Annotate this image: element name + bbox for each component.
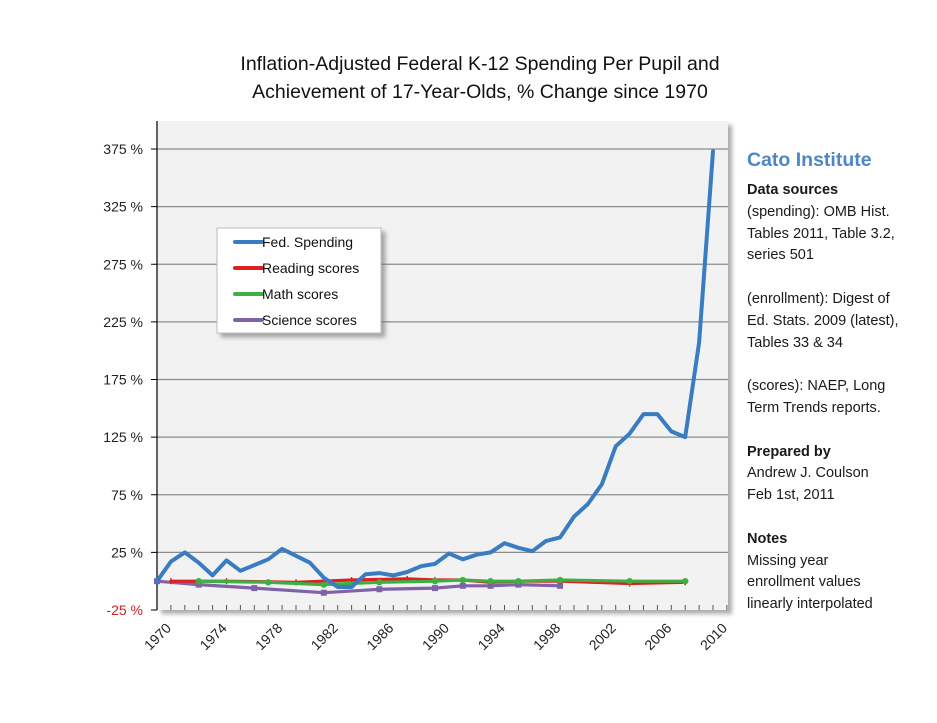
notes-heading: Notes — [747, 530, 788, 547]
x-tick-label: 2010 — [697, 620, 730, 653]
x-axis-ticks: 1970 1974 1978 1982 1986 1990 1994 1998 2002 2006… — [141, 605, 730, 653]
x-tick-label: 1986 — [363, 620, 396, 653]
data-point — [682, 577, 689, 585]
data-point — [487, 582, 494, 589]
legend: Fed. Spending Reading scores Math scores Sc… — [216, 227, 382, 334]
sidebar-notes: Cato Institute Data sources (spending): … — [747, 146, 932, 616]
x-tick-label: 1994 — [474, 620, 507, 653]
y-tick-label: 175 % — [103, 372, 143, 388]
plot-area — [157, 121, 728, 610]
data-point — [557, 582, 564, 589]
chart-title-line-2: Achievement of 17-Year-Olds, % Change si… — [252, 81, 708, 103]
data-point — [432, 585, 438, 592]
source-line: Ed. Stats. 2009 (latest), — [747, 312, 899, 329]
x-tick-label: 1998 — [530, 620, 563, 653]
chart-title-line-1: Inflation-Adjusted Federal K-12 Spending… — [240, 53, 720, 75]
series-line-science-scores — [155, 579, 562, 595]
x-tick-label: 1970 — [141, 620, 174, 653]
data-point — [320, 581, 327, 588]
prepared-date: Feb 1st, 2011 — [747, 487, 835, 504]
x-tick-label: 1990 — [419, 620, 452, 653]
notes-line: linearly interpolated — [747, 596, 873, 613]
data-point — [195, 577, 202, 585]
legend-label: Math scores — [262, 286, 338, 302]
data-point — [515, 581, 522, 588]
series-lines — [154, 149, 715, 596]
data-point — [431, 577, 439, 585]
source-line: (scores): NAEP, Long — [747, 378, 886, 395]
x-tick-label: 2002 — [586, 620, 619, 653]
source-line: Tables 2011, Table 3.2, — [747, 225, 895, 242]
y-tick-label: 375 % — [103, 141, 143, 157]
legend-label: Science scores — [262, 312, 357, 328]
source-line: (enrollment): Digest of — [747, 290, 890, 307]
x-tick-label: 1982 — [308, 620, 341, 653]
data-point — [459, 576, 466, 584]
source-spending: (spending): OMB Hist. Tables 2011, Table… — [747, 202, 932, 267]
x-tick-label: 1974 — [196, 620, 229, 653]
data-point — [515, 577, 522, 585]
y-tick-label: 75 % — [111, 487, 143, 503]
data-point — [265, 579, 272, 586]
data-point — [376, 579, 383, 586]
chart-title: Inflation-Adjusted Federal K-12 Spending… — [150, 50, 810, 106]
notes-line: enrollment values — [747, 574, 861, 591]
data-point — [487, 577, 494, 585]
y-tick-label: 225 % — [103, 314, 143, 330]
source-scores: (scores): NAEP, Long Term Trends reports… — [747, 376, 932, 420]
y-tick-label: -25 % — [106, 602, 143, 618]
legend-box — [216, 227, 382, 334]
x-tick-label: 1978 — [252, 620, 285, 653]
source-line: (spending): OMB Hist. — [747, 203, 890, 220]
legend-label: Reading scores — [262, 260, 359, 276]
source-enrollment: (enrollment): Digest of Ed. Stats. 2009 … — [747, 289, 932, 354]
series-line-fed-spending — [155, 149, 715, 589]
notes-line: Missing year — [747, 552, 829, 569]
y-axis-ticks: -25 % 25 % 75 % 125 % 175 % 225 % 275 % 325 % 37… — [103, 141, 157, 618]
data-point — [376, 586, 383, 593]
source-line: Tables 33 & 34 — [747, 334, 843, 351]
data-point — [459, 582, 466, 589]
prepared-author: Andrew J. Coulson — [747, 465, 869, 482]
data-point — [195, 581, 202, 588]
org-name: Cato Institute — [747, 149, 872, 171]
sources-heading: Data sources — [747, 182, 839, 198]
y-tick-label: 275 % — [103, 256, 143, 272]
data-point — [251, 585, 258, 592]
data-point — [320, 589, 327, 596]
source-line: Term Trends reports. — [747, 399, 881, 416]
source-line: series 501 — [747, 247, 814, 264]
legend-label: Fed. Spending — [262, 234, 353, 250]
gridlines — [157, 148, 728, 553]
prepared-heading: Prepared by — [747, 443, 831, 460]
y-tick-label: 125 % — [103, 429, 143, 445]
y-tick-label: 25 % — [111, 544, 143, 560]
y-tick-label: 325 % — [103, 199, 143, 215]
x-tick-label: 2006 — [641, 620, 674, 653]
data-point — [556, 576, 564, 584]
data-point — [626, 577, 633, 585]
